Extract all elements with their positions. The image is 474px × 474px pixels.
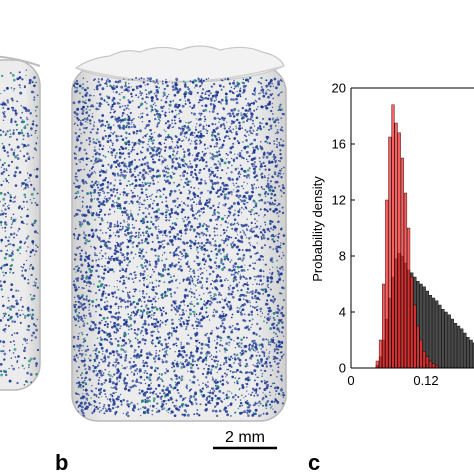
histogram-bar	[375, 360, 379, 369]
scale-bar: 2 mm	[213, 429, 277, 450]
histogram-bar	[397, 132, 401, 369]
y-tick-label: 0	[339, 361, 346, 376]
cylinder-top-rim	[75, 65, 285, 83]
histogram-bar	[388, 136, 392, 369]
left-cylinder	[0, 55, 41, 391]
histogram-bar	[391, 104, 395, 369]
histogram-bar	[425, 290, 429, 369]
cylinder-particles	[72, 76, 286, 418]
y-axis-label: Probability density	[310, 176, 325, 282]
histogram-bar	[447, 314, 451, 369]
y-tick-label: 8	[339, 249, 346, 264]
y-tick-label: 4	[339, 305, 346, 320]
histogram-bar	[463, 332, 467, 369]
histogram-bar	[382, 283, 386, 369]
histogram-bar	[438, 304, 442, 369]
histogram-bar	[419, 339, 423, 369]
scale-bar-label: 2 mm	[225, 429, 265, 446]
histogram-bar	[394, 122, 398, 369]
histogram-bar	[407, 227, 411, 369]
y-tick-label: 12	[332, 193, 346, 208]
chart-axes: 0 4 8 12 16 20 0 0.12	[332, 81, 474, 388]
panel-letter-c: c	[308, 450, 320, 474]
left-cylinder-top-rim	[0, 55, 41, 67]
histogram-chart: Probability density 0 4 8 12 16 20 0 0.12	[310, 81, 474, 388]
histogram-bar	[450, 318, 454, 369]
histogram-bar	[466, 337, 470, 369]
histogram-bar	[460, 328, 464, 369]
histogram-bars	[375, 104, 474, 369]
histogram-bar	[469, 339, 473, 369]
histogram-bar	[410, 276, 414, 369]
histogram-bar	[453, 323, 458, 369]
x-tick-label: 0.12	[413, 373, 438, 388]
histogram-bar	[413, 304, 417, 369]
histogram-bar	[435, 300, 439, 369]
histogram-bar	[444, 311, 448, 369]
histogram-bar	[457, 325, 461, 369]
histogram-bar	[378, 339, 383, 369]
histogram-bar	[432, 363, 436, 369]
histogram-bar	[400, 157, 404, 369]
histogram-bar	[422, 351, 426, 369]
histogram-bar	[403, 192, 408, 369]
histogram-bar	[428, 295, 433, 369]
panel-letter-b: b	[55, 450, 68, 474]
cylinder-body	[71, 65, 287, 422]
histogram-bar	[385, 199, 389, 369]
left-cylinder-body	[0, 59, 41, 391]
histogram-bar	[416, 325, 420, 369]
x-tick-label: 0	[347, 373, 354, 388]
histogram-bar	[472, 342, 474, 369]
sample-cylinder	[71, 45, 287, 422]
histogram-bar	[432, 297, 436, 369]
y-tick-label: 20	[332, 81, 346, 96]
y-tick-label: 16	[332, 137, 346, 152]
left-cylinder-particles	[0, 69, 40, 386]
histogram-bar	[428, 360, 433, 369]
histogram-bar	[441, 309, 445, 369]
